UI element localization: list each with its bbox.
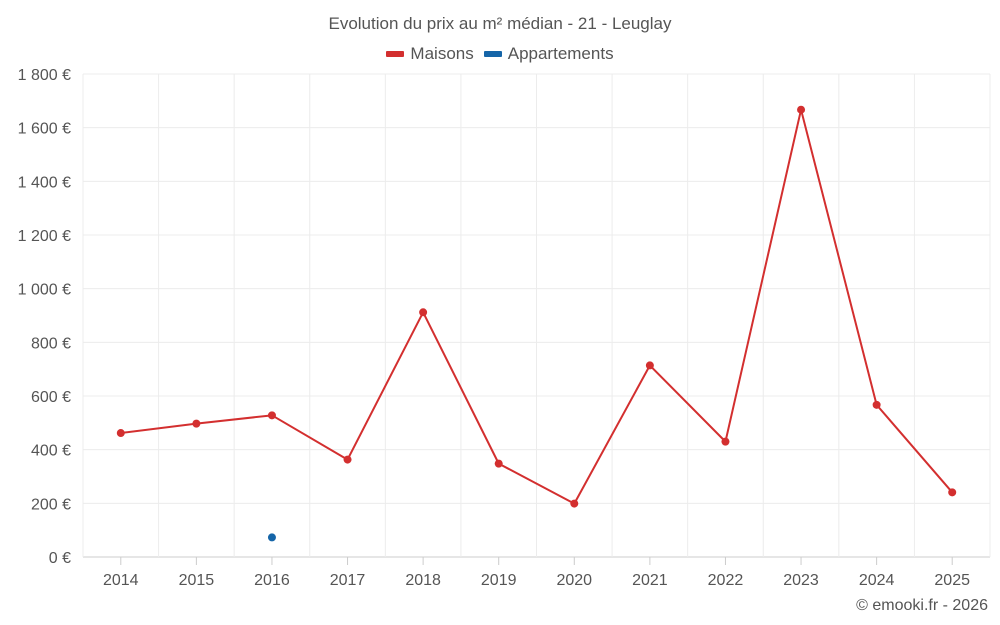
data-point-maisons	[570, 499, 579, 508]
data-point-maisons	[797, 105, 806, 114]
series-line-maisons	[120, 108, 953, 505]
legend-item-appartements[interactable]: Appartements	[483, 44, 614, 64]
x-tick-label: 2019	[481, 572, 517, 589]
legend-label-appartements: Appartements	[507, 44, 614, 63]
data-point-maisons	[872, 400, 881, 409]
y-tick-label: 600 €	[31, 389, 71, 406]
y-tick-label: 1 800 €	[18, 67, 71, 84]
y-tick-label: 200 €	[31, 496, 71, 513]
legend: Maisons Appartements	[0, 44, 1000, 64]
x-tick-label: 2025	[934, 572, 970, 589]
data-point-maisons	[267, 411, 276, 420]
y-tick-label: 1 600 €	[18, 121, 71, 138]
data-point-maisons	[494, 459, 503, 468]
data-point-maisons	[645, 361, 654, 370]
x-tick-label: 2014	[103, 572, 139, 589]
data-point-maisons	[192, 419, 201, 428]
x-tick-label: 2021	[632, 572, 668, 589]
x-tick-label: 2020	[556, 572, 592, 589]
y-tick-label: 400 €	[31, 443, 71, 460]
y-tick-label: 1 200 €	[18, 228, 71, 245]
y-tick-label: 0 €	[49, 550, 71, 567]
data-point-maisons	[721, 437, 730, 446]
x-tick-label: 2016	[254, 572, 290, 589]
y-tick-label: 800 €	[31, 335, 71, 352]
x-tick-label: 2017	[330, 572, 366, 589]
y-tick-label: 1 000 €	[18, 282, 71, 299]
chart-title: Evolution du prix au m² médian - 21 - Le…	[328, 14, 672, 33]
credit: © emooki.fr - 2026	[856, 597, 988, 614]
x-tick-label: 2018	[405, 572, 441, 589]
data-point-maisons	[116, 429, 125, 438]
legend-label-maisons: Maisons	[410, 44, 474, 63]
data-point-maisons	[419, 308, 428, 317]
x-tick-label: 2022	[708, 572, 744, 589]
x-tick-label: 2024	[859, 572, 895, 589]
data-point-appartements	[267, 533, 276, 542]
data-point-maisons	[343, 455, 352, 464]
y-tick-label: 1 400 €	[18, 174, 71, 191]
x-tick-label: 2015	[179, 572, 215, 589]
legend-item-maisons[interactable]: Maisons	[386, 44, 474, 64]
legend-swatch-maisons	[386, 51, 405, 57]
x-tick-label: 2023	[783, 572, 819, 589]
legend-swatch-appartements	[483, 51, 502, 57]
data-point-maisons	[948, 488, 957, 497]
